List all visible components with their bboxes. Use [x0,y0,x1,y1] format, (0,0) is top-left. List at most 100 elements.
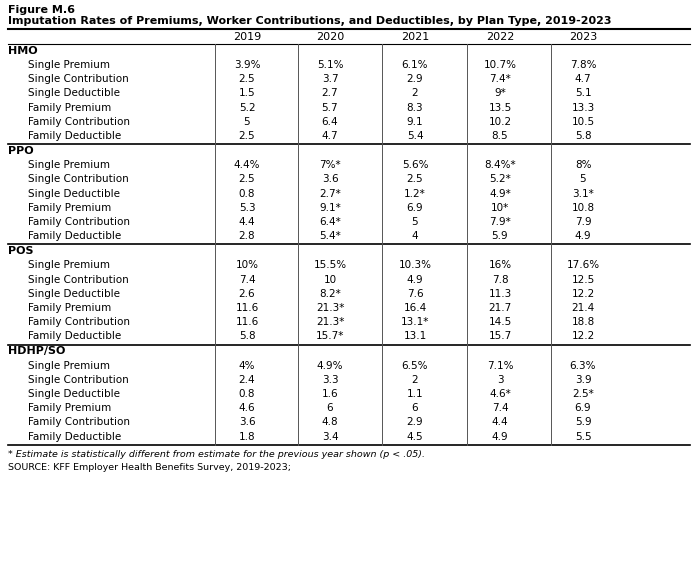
Text: 7.1%: 7.1% [487,361,513,370]
Text: Single Deductible: Single Deductible [28,189,120,198]
Text: Family Contribution: Family Contribution [28,418,130,427]
Text: 6.4*: 6.4* [319,217,341,227]
Text: 4.7: 4.7 [574,74,591,84]
Text: Single Contribution: Single Contribution [28,174,128,184]
Text: 8.2*: 8.2* [319,289,341,299]
Text: 9.1*: 9.1* [319,203,341,213]
Text: 7.8: 7.8 [491,275,508,284]
Text: Single Premium: Single Premium [28,60,110,70]
Text: 3.6: 3.6 [322,174,339,184]
Text: 2.5: 2.5 [239,74,255,84]
Text: 5: 5 [579,174,586,184]
Text: 11.3: 11.3 [489,289,512,299]
Text: 10*: 10* [491,203,509,213]
Text: 18.8: 18.8 [572,317,595,327]
Text: PPO: PPO [8,146,34,156]
Text: 15.7: 15.7 [489,332,512,341]
Text: Single Deductible: Single Deductible [28,289,120,299]
Text: Family Premium: Family Premium [28,403,111,413]
Text: 7%*: 7%* [319,160,341,170]
Text: 3.4: 3.4 [322,432,339,442]
Text: 12.2: 12.2 [572,289,595,299]
Text: 6.9: 6.9 [574,403,591,413]
Text: Imputation Rates of Premiums, Worker Contributions, and Deductibles, by Plan Typ: Imputation Rates of Premiums, Worker Con… [8,16,611,26]
Text: 6.1%: 6.1% [402,60,429,70]
Text: 2: 2 [412,375,418,385]
Text: 10.5: 10.5 [572,117,595,127]
Text: 12.5: 12.5 [572,275,595,284]
Text: 5.4: 5.4 [407,131,423,141]
Text: Family Contribution: Family Contribution [28,217,130,227]
Text: 3: 3 [497,375,503,385]
Text: 2019: 2019 [233,32,261,42]
Text: 3.3: 3.3 [322,375,339,385]
Text: 3.6: 3.6 [239,418,255,427]
Text: Family Premium: Family Premium [28,103,111,112]
Text: 10.3%: 10.3% [399,260,431,270]
Text: 4.4: 4.4 [491,418,508,427]
Text: 7.8%: 7.8% [570,60,596,70]
Text: 2.5: 2.5 [239,174,255,184]
Text: Family Deductible: Family Deductible [28,332,121,341]
Text: 6.4: 6.4 [322,117,339,127]
Text: Single Contribution: Single Contribution [28,375,128,385]
Text: * Estimate is statistically different from estimate for the previous year shown : * Estimate is statistically different fr… [8,450,425,459]
Text: 6.9: 6.9 [407,203,423,213]
Text: 21.4: 21.4 [572,303,595,313]
Text: 4.6: 4.6 [239,403,255,413]
Text: 4.9%: 4.9% [317,361,343,370]
Text: 5.4*: 5.4* [319,231,341,241]
Text: Single Deductible: Single Deductible [28,88,120,98]
Text: HDHP/SO: HDHP/SO [8,346,66,356]
Text: Family Contribution: Family Contribution [28,317,130,327]
Text: 5.1%: 5.1% [317,60,343,70]
Text: 1.5: 1.5 [239,88,255,98]
Text: 4.5: 4.5 [407,432,423,442]
Text: POS: POS [8,246,34,256]
Text: 7.6: 7.6 [407,289,423,299]
Text: 7.4: 7.4 [239,275,255,284]
Text: 5.9: 5.9 [491,231,508,241]
Text: 7.4*: 7.4* [489,74,511,84]
Text: 2.5: 2.5 [407,174,423,184]
Text: 0.8: 0.8 [239,189,255,198]
Text: Family Deductible: Family Deductible [28,432,121,442]
Text: 6: 6 [412,403,418,413]
Text: SOURCE: KFF Employer Health Benefits Survey, 2019-2023;: SOURCE: KFF Employer Health Benefits Sur… [8,463,291,472]
Text: Family Premium: Family Premium [28,203,111,213]
Text: 4.6*: 4.6* [489,389,511,399]
Text: 2021: 2021 [401,32,429,42]
Text: 4.7: 4.7 [322,131,339,141]
Text: 13.1: 13.1 [403,332,426,341]
Text: 4.8: 4.8 [322,418,339,427]
Text: 2.7*: 2.7* [319,189,341,198]
Text: 4.9: 4.9 [491,432,508,442]
Text: 10.8: 10.8 [572,203,595,213]
Text: Single Contribution: Single Contribution [28,74,128,84]
Text: Family Premium: Family Premium [28,303,111,313]
Text: 6.5%: 6.5% [402,361,429,370]
Text: 5: 5 [244,117,251,127]
Text: 2.6: 2.6 [239,289,255,299]
Text: 10%: 10% [235,260,258,270]
Text: 15.5%: 15.5% [313,260,347,270]
Text: 13.1*: 13.1* [401,317,429,327]
Text: 2.9: 2.9 [407,74,423,84]
Text: 2.4: 2.4 [239,375,255,385]
Text: 5.5: 5.5 [574,432,591,442]
Text: 4.4%: 4.4% [234,160,260,170]
Text: 12.2: 12.2 [572,332,595,341]
Text: 6.3%: 6.3% [570,361,596,370]
Text: 16%: 16% [489,260,512,270]
Text: 10.2: 10.2 [489,117,512,127]
Text: 21.7: 21.7 [489,303,512,313]
Text: 4%: 4% [239,361,255,370]
Text: 1.2*: 1.2* [404,189,426,198]
Text: HMO: HMO [8,46,38,56]
Text: 1.6: 1.6 [322,389,339,399]
Text: 9*: 9* [494,88,506,98]
Text: 8%: 8% [574,160,591,170]
Text: 2020: 2020 [316,32,344,42]
Text: 11.6: 11.6 [235,303,259,313]
Text: 4.9: 4.9 [407,275,423,284]
